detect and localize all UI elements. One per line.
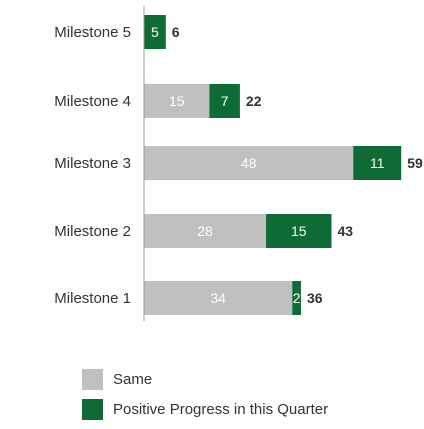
legend-item-same: Same xyxy=(82,369,328,390)
legend-swatch-positive-progress xyxy=(82,399,103,420)
bar-segment-same-milestone-3 xyxy=(144,146,354,180)
category-label-milestone-4: Milestone 4 xyxy=(54,93,131,110)
legend-item-positive-progress: Positive Progress in this Quarter xyxy=(82,399,328,420)
data-label-positive-progress-in-this-quarter-milestone-4: 7 xyxy=(221,93,229,109)
category-label-milestone-5: Milestone 5 xyxy=(54,24,131,41)
bar-segment-same-milestone-1 xyxy=(144,281,293,315)
total-label-milestone-2: 43 xyxy=(337,223,353,239)
bar-segment-positive-progress-in-this-quarter-milestone-1 xyxy=(292,281,301,315)
total-label-milestone-5: 6 xyxy=(172,24,180,40)
data-label-positive-progress-in-this-quarter-milestone-2: 15 xyxy=(291,223,307,239)
legend-label-same: Same xyxy=(113,371,153,388)
data-label-positive-progress-in-this-quarter-milestone-1: 2 xyxy=(293,290,301,306)
data-label-same-milestone-2: 28 xyxy=(197,223,213,239)
data-label-positive-progress-in-this-quarter-milestone-5: 5 xyxy=(151,24,159,40)
stacked-bar-chart: Milestone 5 5 6 Milestone 4 15 7 22 Milestone 3… xyxy=(54,6,423,321)
bar-segment-positive-progress-in-this-quarter-milestone-3 xyxy=(353,146,402,180)
bar-segment-positive-progress-in-this-quarter-milestone-5 xyxy=(144,15,166,49)
total-label-milestone-3: 59 xyxy=(407,155,423,171)
bars-group: Milestone 5 5 6 Milestone 4 15 7 22 Milestone 3… xyxy=(54,15,423,315)
total-label-milestone-4: 22 xyxy=(246,93,262,109)
bar-segment-same-milestone-4 xyxy=(144,84,210,118)
category-label-milestone-1: Milestone 1 xyxy=(54,290,131,307)
legend-swatch-same xyxy=(82,369,103,390)
legend: Same Positive Progress in this Quarter xyxy=(82,369,328,429)
category-label-milestone-2: Milestone 2 xyxy=(54,223,131,240)
legend-label-positive-progress: Positive Progress in this Quarter xyxy=(113,401,329,418)
data-label-same-milestone-4: 15 xyxy=(169,93,185,109)
total-label-milestone-1: 36 xyxy=(307,290,323,306)
bar-segment-positive-progress-in-this-quarter-milestone-2 xyxy=(266,214,332,248)
bar-segment-positive-progress-in-this-quarter-milestone-4 xyxy=(209,84,240,118)
bar-segment-same-milestone-2 xyxy=(144,214,267,248)
data-label-same-milestone-1: 34 xyxy=(210,290,226,306)
category-label-milestone-3: Milestone 3 xyxy=(54,155,131,172)
data-label-same-milestone-3: 48 xyxy=(241,155,257,171)
data-label-positive-progress-in-this-quarter-milestone-3: 11 xyxy=(370,155,385,171)
